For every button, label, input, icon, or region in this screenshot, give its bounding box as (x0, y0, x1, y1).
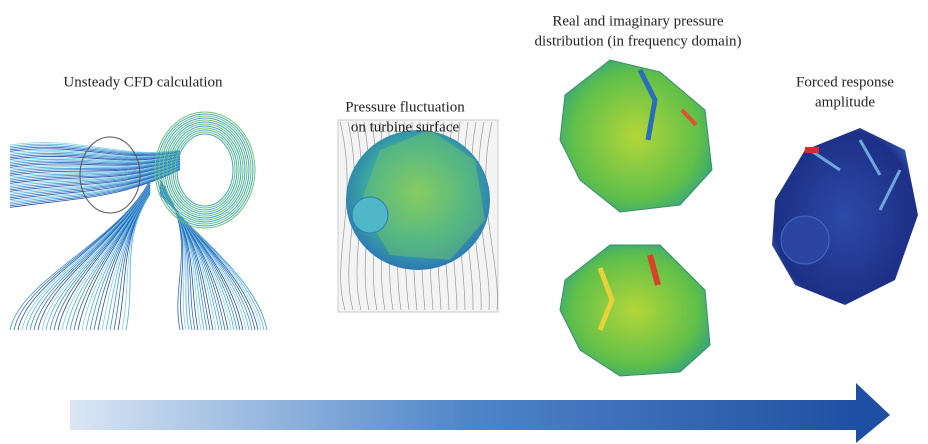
forced-response-image (772, 128, 918, 305)
stage-label: Unsteady CFD calculation (63, 74, 223, 90)
scroll (173, 130, 237, 210)
turbine-surface-image (338, 120, 498, 312)
stage-label: on turbine surface (351, 119, 460, 135)
process-arrow (70, 383, 890, 443)
stage-label: Forced response (796, 74, 894, 90)
stage-label: distribution (in frequency domain) (534, 33, 741, 49)
scroll (171, 128, 239, 212)
streamline (30, 183, 150, 331)
stage-label: Pressure fluctuation (345, 99, 465, 115)
frequency-domain-images (560, 60, 712, 376)
stage-label: amplitude (815, 94, 875, 110)
stage-label: Real and imaginary pressure (552, 13, 724, 29)
diagram: Unsteady CFD calculation Pressure fluctua… (0, 0, 928, 444)
cfd-streamlines (10, 112, 267, 330)
scroll (177, 134, 233, 206)
scroll (175, 132, 235, 208)
